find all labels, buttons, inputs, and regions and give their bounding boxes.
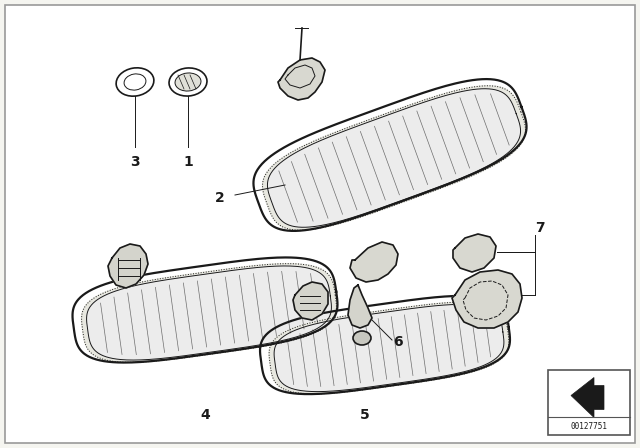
Text: 6: 6 bbox=[393, 335, 403, 349]
Text: 3: 3 bbox=[130, 155, 140, 169]
Polygon shape bbox=[293, 282, 328, 320]
FancyBboxPatch shape bbox=[5, 5, 635, 443]
Text: 5: 5 bbox=[360, 408, 370, 422]
Polygon shape bbox=[268, 89, 520, 227]
Polygon shape bbox=[452, 270, 522, 328]
Polygon shape bbox=[269, 302, 509, 394]
Polygon shape bbox=[262, 86, 525, 230]
Polygon shape bbox=[453, 234, 496, 272]
FancyBboxPatch shape bbox=[548, 370, 630, 435]
Polygon shape bbox=[253, 79, 527, 231]
Polygon shape bbox=[81, 264, 337, 362]
Polygon shape bbox=[571, 378, 604, 418]
Ellipse shape bbox=[124, 74, 146, 90]
Polygon shape bbox=[348, 285, 372, 328]
Ellipse shape bbox=[116, 68, 154, 96]
Ellipse shape bbox=[175, 73, 201, 91]
Text: 1: 1 bbox=[183, 155, 193, 169]
Text: 2: 2 bbox=[215, 191, 225, 205]
Polygon shape bbox=[72, 258, 337, 362]
Ellipse shape bbox=[353, 331, 371, 345]
Polygon shape bbox=[278, 58, 325, 100]
Polygon shape bbox=[350, 242, 398, 282]
Polygon shape bbox=[108, 244, 148, 288]
Polygon shape bbox=[260, 296, 510, 394]
Text: 00127751: 00127751 bbox=[570, 422, 607, 431]
Ellipse shape bbox=[169, 68, 207, 96]
Text: 4: 4 bbox=[200, 408, 210, 422]
Polygon shape bbox=[86, 266, 332, 360]
Polygon shape bbox=[274, 304, 504, 392]
Text: 7: 7 bbox=[535, 221, 545, 235]
